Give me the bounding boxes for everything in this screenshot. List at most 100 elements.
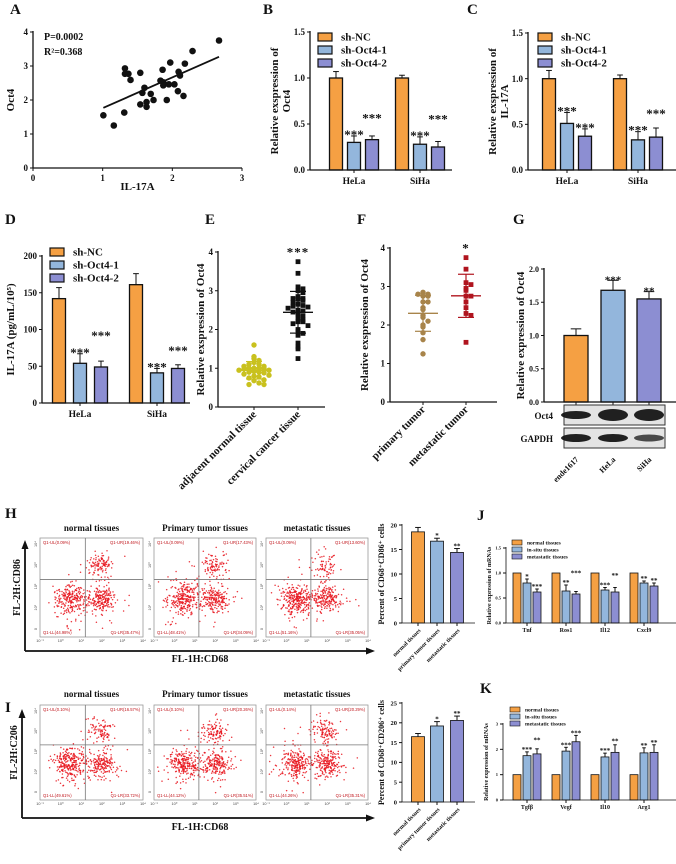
flow-event-dot	[326, 775, 328, 777]
flow-event-dot	[212, 735, 215, 737]
flow-event-dot	[69, 772, 71, 774]
flow-event-dot	[228, 739, 231, 742]
flow-event-dot	[315, 778, 318, 780]
quadrant-label-ur: Q1-UR(19.46%)	[110, 540, 141, 545]
flow-event-dot	[307, 779, 309, 782]
x-tick-label: 10³	[233, 802, 239, 806]
bar	[394, 77, 410, 171]
flow-event-dot	[102, 563, 104, 565]
flow-event-dot	[231, 763, 234, 766]
flow-event-dot	[80, 746, 83, 748]
significance-marker: ***	[168, 343, 188, 358]
flow-event-dot	[78, 749, 81, 751]
flow-event-dot	[54, 596, 56, 598]
flow-event-dot	[208, 769, 211, 771]
flow-event-dot	[218, 759, 220, 761]
flow-event-dot	[298, 602, 300, 604]
flow-event-dot	[329, 750, 332, 753]
data-point	[246, 361, 252, 368]
legend-swatch	[511, 539, 523, 546]
flow-event-dot	[175, 758, 177, 761]
flow-event-dot	[329, 572, 332, 575]
flow-event-dot	[324, 566, 327, 569]
flow-event-dot	[304, 760, 307, 763]
flow-event-dot	[311, 594, 313, 596]
flow-event-dot	[215, 725, 217, 727]
flow-event-dot	[330, 601, 332, 603]
flow-event-dot	[68, 601, 70, 603]
flow-event-dot	[102, 725, 104, 728]
flow-event-dot	[106, 725, 108, 727]
significance-marker: ***	[600, 747, 611, 755]
flow-event-dot	[75, 767, 78, 770]
flow-event-dot	[209, 728, 211, 730]
flow-event-dot	[207, 779, 209, 782]
flow-event-dot	[93, 608, 96, 611]
flow-event-dot	[94, 550, 96, 553]
flow-event-dot	[100, 591, 102, 593]
flow-event-dot	[210, 599, 213, 601]
flow-event-dot	[214, 756, 216, 759]
y-tick-label: 15	[391, 547, 398, 554]
flow-event-dot	[291, 755, 294, 757]
flow-event-dot	[181, 770, 183, 773]
flow-event-dot	[284, 740, 286, 743]
flow-event-dot	[71, 610, 73, 613]
flow-event-dot	[107, 601, 110, 603]
flow-event-dot	[291, 790, 293, 792]
flow-event-dot	[336, 771, 339, 773]
flow-event-dot	[205, 601, 207, 604]
flow-event-dot	[104, 762, 106, 765]
flow-event-dot	[75, 759, 77, 762]
flow-event-dot	[286, 601, 289, 603]
flow-event-dot	[106, 760, 109, 763]
flow-event-dot	[206, 757, 209, 760]
y-axis-label: Relative expression of mRNAs	[484, 722, 490, 800]
data-point	[125, 70, 132, 78]
flow-event-dot	[109, 606, 111, 608]
flow-event-dot	[316, 772, 319, 775]
flow-event-dot	[337, 732, 339, 734]
flow-event-dot	[329, 564, 331, 566]
flow-event-dot	[67, 760, 69, 762]
flow-event-dot	[108, 734, 110, 737]
flow-event-dot	[294, 756, 296, 758]
flow-event-dot	[299, 771, 301, 773]
flow-event-dot	[92, 597, 95, 600]
flow-event-dot	[324, 776, 327, 778]
flow-event-dot	[101, 558, 103, 560]
y-axis-label: Relative exspression of	[487, 48, 499, 155]
flow-event-dot	[77, 603, 79, 606]
flow-event-dot	[68, 599, 71, 602]
flow-event-dot	[327, 765, 330, 768]
flow-event-dot	[103, 563, 106, 566]
flow-event-dot	[322, 560, 325, 563]
flow-event-dot	[69, 586, 71, 588]
flow-event-dot	[93, 767, 95, 769]
flow-event-dot	[213, 597, 215, 599]
flow-event-dot	[182, 769, 185, 771]
flow-event-dot	[203, 596, 206, 599]
flow-event-dot	[329, 607, 332, 610]
significance-marker: ***	[557, 103, 577, 118]
flow-event-dot	[321, 754, 323, 757]
flow-event-dot	[193, 588, 195, 591]
flow-event-dot	[99, 560, 101, 562]
flow-event-dot	[288, 594, 291, 596]
flow-event-dot	[194, 603, 197, 605]
flow-event-dot	[105, 604, 108, 607]
flow-event-dot	[196, 577, 198, 580]
flow-event-dot	[182, 771, 185, 773]
flow-event-dot	[105, 756, 107, 759]
flow-event-dot	[92, 718, 94, 720]
flow-event-dot	[89, 770, 92, 772]
flow-event-dot	[289, 602, 292, 604]
flow-event-dot	[190, 598, 192, 601]
flow-event-dot	[325, 762, 327, 765]
flow-event-dot	[107, 559, 109, 561]
flow-event-dot	[97, 768, 100, 770]
data-point	[300, 298, 306, 303]
flow-event-dot	[73, 753, 75, 755]
